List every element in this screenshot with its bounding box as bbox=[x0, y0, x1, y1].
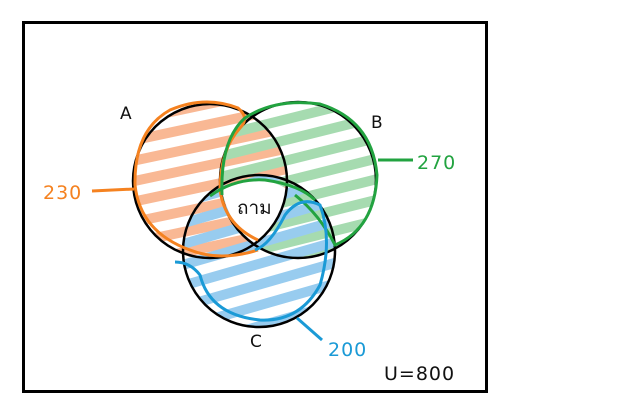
outline-c bbox=[174, 200, 328, 322]
leader-c bbox=[296, 316, 323, 342]
label-c: C bbox=[250, 332, 262, 352]
center-label: ถาม bbox=[237, 197, 272, 219]
count-c: 200 bbox=[328, 339, 367, 361]
outline-b-inner bbox=[209, 178, 317, 202]
universe-frame bbox=[22, 21, 488, 393]
set-c-hatch bbox=[184, 176, 334, 326]
count-a: 230 bbox=[43, 182, 82, 204]
label-a: A bbox=[120, 104, 132, 124]
universe-label: U=800 bbox=[384, 363, 455, 385]
circle-c bbox=[181, 173, 337, 329]
label-b: B bbox=[371, 113, 383, 133]
count-b: 270 bbox=[417, 152, 456, 174]
outline-a bbox=[133, 100, 259, 258]
leader-a bbox=[91, 187, 135, 193]
outline-b bbox=[220, 101, 379, 247]
